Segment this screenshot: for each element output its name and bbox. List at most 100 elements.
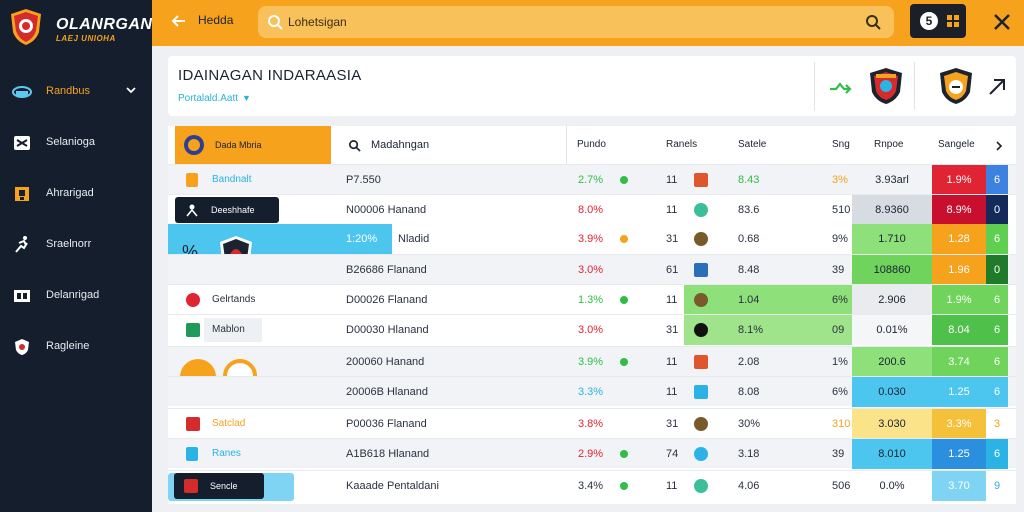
team-crest-icon — [186, 417, 200, 431]
team-name: Sencle — [210, 481, 238, 491]
table-row[interactable]: Sencle Kaaade Pentaldani 3.4% 11 4.06 50… — [168, 470, 1016, 501]
sidebar-item-label: Sraelnorr — [46, 238, 92, 250]
heat-cell: 0 — [986, 195, 1008, 225]
match-cell: P00036 Flanand — [346, 418, 427, 430]
close-icon[interactable] — [990, 10, 1014, 34]
table-row[interactable]: 200060 Hanand 3.9% 11 2.08 1% 200.6 3.74… — [168, 346, 1016, 395]
topbar-label[interactable]: Hedda — [198, 13, 234, 27]
pct-cell: 2.9% — [578, 448, 604, 460]
brand-tagline: LAEJ UNIOHA — [56, 34, 116, 43]
pct2-cell: 506 — [832, 480, 851, 492]
table-row[interactable]: Mablon D00030 Hlanand 3.0% 31 8.1% 09 0.… — [168, 314, 1016, 345]
notifications-button[interactable]: 5 — [910, 4, 966, 38]
team-crest-icon — [694, 173, 708, 187]
chevron-down-icon[interactable] — [124, 83, 138, 97]
odds-cell: 8.48 — [738, 264, 760, 276]
team-crest-icon — [186, 323, 200, 337]
table-row[interactable]: % 1:20% Nladid 3.9% 31 0.68 9% 1.710 1.2… — [168, 224, 1016, 284]
table-row[interactable]: Gelrtands D00026 Flanand 1.3% 11 1.04 6%… — [168, 284, 1016, 315]
arrow-left-icon[interactable] — [170, 12, 188, 30]
heat-cell: 1.9% — [932, 285, 986, 315]
team-pill[interactable]: Sencle — [174, 473, 264, 499]
shield-logo-icon — [11, 9, 41, 45]
th-rnpoe[interactable]: Rnpoe — [874, 139, 904, 150]
table-row[interactable]: Ranes A1B618 Hlanand 2.9% 74 3.18 39 8.0… — [168, 438, 1016, 469]
search-submit-icon[interactable] — [864, 13, 882, 31]
trend-arrow-icon[interactable] — [828, 80, 852, 94]
num-cell: 11 — [666, 204, 678, 216]
sidebar-item-ragleine[interactable]: Ragleine — [0, 332, 152, 362]
match-name-cell: Nladid — [398, 233, 430, 245]
value-cell: 3.93arl — [875, 174, 909, 186]
page-subtitle-dropdown[interactable]: Portalald.Aatt ▼ — [178, 93, 251, 104]
heat-cell: 6 — [986, 347, 1008, 377]
team-crest-icon[interactable] — [938, 66, 974, 106]
match-cell: D00026 Flanand — [346, 294, 428, 306]
brand[interactable]: OLANRGAN LAEJ UNIOHA — [10, 6, 152, 46]
num-cell: 31 — [666, 418, 679, 430]
th-satele[interactable]: Satele — [738, 139, 767, 150]
value-cell: 2.906 — [852, 285, 932, 315]
sidebar-item-sraelnorr[interactable]: Sraelnorr — [0, 230, 152, 260]
heat-cell: 3.70 — [932, 471, 986, 501]
value-cell: 3.030 — [852, 409, 932, 439]
match-cell: D00030 Hlanand — [346, 324, 429, 336]
odds-cell: 8.1% — [738, 324, 764, 336]
sidebar-item-selanioga[interactable]: Selanioga — [0, 128, 152, 158]
sidebar-item-randbus[interactable]: Randbus — [0, 77, 152, 107]
team-name: Bandnalt — [212, 174, 252, 185]
table-row[interactable]: Satclad P00036 Flanand 3.8% 31 30% 310 3… — [168, 408, 1016, 439]
heat-cell: 6 — [986, 285, 1008, 315]
num-cell: 31 — [666, 233, 679, 245]
table-row[interactable]: Bandnalt P7.550 2.7% 11 8.43 3% 3.93arl … — [168, 164, 1016, 195]
heat-cell: 1.25 — [932, 439, 986, 469]
pct2-cell: 6% — [832, 294, 848, 306]
team-crest-icon[interactable] — [868, 66, 904, 106]
chevron-right-icon[interactable] — [994, 141, 1004, 151]
pct-cell: 8.0% — [578, 204, 604, 216]
sidebar-item-ahrarigad[interactable]: Ahrarigad — [0, 179, 152, 209]
sidebar-item-delanrigad[interactable]: Delanrigad — [0, 281, 152, 311]
pct2-cell: 39 — [832, 264, 845, 276]
match-cell: Kaaade Pentaldani — [346, 480, 439, 492]
team-pill[interactable]: Deeshhafe — [175, 197, 279, 223]
odds-cell: 1.04 — [738, 294, 760, 306]
notification-count: 5 — [920, 12, 938, 30]
team-crest-icon — [694, 355, 708, 369]
divider — [566, 126, 567, 164]
value-cell: 1.710 — [852, 224, 932, 254]
th-sangele[interactable]: Sangele — [938, 139, 975, 150]
status-dot — [620, 358, 628, 366]
match-cell: 20006B Hlanand — [346, 386, 428, 398]
pct-cell: 3.3% — [578, 386, 604, 398]
table-row[interactable]: Deeshhafe N00006 Hanand 8.0% 11 83.6 510… — [168, 194, 1016, 225]
expand-arrow-icon[interactable] — [988, 78, 1006, 96]
shuffle-icon — [14, 136, 30, 150]
search-input[interactable] — [288, 12, 848, 32]
standings-table: Dada Mbria Madahngan Pundo Ranels Satele… — [168, 126, 1016, 504]
table-row[interactable]: B26686 Flanand 3.0% 61 8.48 39 108860 1.… — [168, 254, 1016, 285]
team-name: Mablon — [204, 318, 262, 342]
team-column-header[interactable]: Dada Mbria — [175, 126, 331, 164]
th-sng[interactable]: Sng — [832, 139, 850, 150]
table-row[interactable]: 20006B Hlanand 3.3% 11 8.08 6% 0.030 1.2… — [168, 376, 1016, 407]
num-cell: 11 — [666, 174, 678, 186]
sidebar-item-label: Selanioga — [46, 136, 95, 148]
trophy-icon — [15, 187, 29, 201]
heat-cell: 6 — [986, 315, 1008, 345]
th-pundo[interactable]: Pundo — [577, 139, 606, 150]
pct-cell: 3.4% — [578, 480, 604, 492]
search-icon[interactable] — [348, 139, 361, 152]
match-cell: A1B618 Hlanand — [346, 448, 430, 460]
search-bar[interactable] — [258, 6, 894, 38]
th-team: Dada Mbria — [215, 140, 262, 150]
th-ranels[interactable]: Ranels — [666, 139, 698, 150]
grid-icon — [947, 15, 959, 27]
num-cell: 11 — [666, 356, 678, 368]
th-match[interactable]: Madahngan — [371, 139, 430, 151]
value-cell: 108860 — [852, 255, 932, 285]
status-dot — [620, 296, 628, 304]
team-crest-icon — [694, 385, 708, 399]
scoreboard-icon — [14, 290, 30, 302]
